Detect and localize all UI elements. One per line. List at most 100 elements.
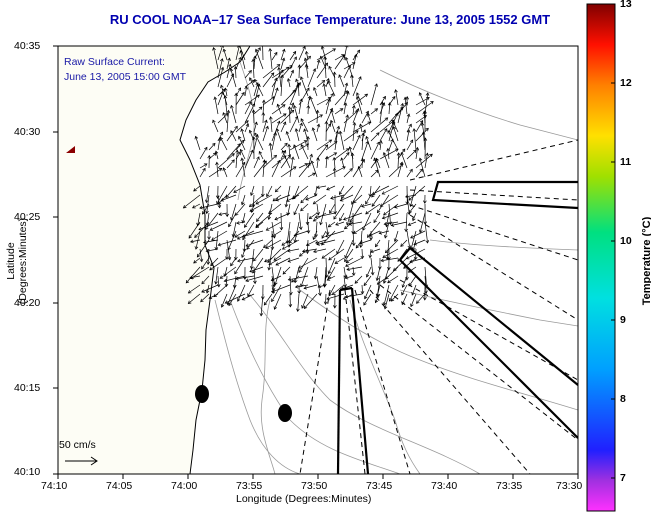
current-vector-head [363,301,367,306]
current-vector [406,194,410,215]
current-vector-head [281,104,286,108]
current-vector [377,275,390,285]
current-vector-head [188,235,192,239]
current-vector [199,147,208,160]
current-vector [363,275,372,286]
current-vector [271,275,282,281]
current-vector [265,239,282,249]
current-vector-head [367,121,372,125]
current-vector [239,46,246,61]
current-vector-head [356,92,360,96]
current-vector-head [263,244,267,249]
current-vector-head [218,212,223,216]
current-vector-head [275,87,279,92]
current-vector-head [290,109,295,114]
current-vector-head [281,57,286,62]
current-vector-head [312,236,316,241]
current-vector-head [297,290,302,294]
current-vector [333,203,345,220]
current-vector-head [307,162,311,167]
current-vector [195,136,201,151]
current-vector-head [224,283,229,288]
current-vector [316,59,320,70]
current-vector [375,239,381,247]
current-vector-head [282,113,287,117]
current-vector-head [400,243,404,247]
current-vector-head [273,306,278,310]
current-vector [271,230,273,250]
current-vector [271,284,291,293]
current-vector [280,49,285,61]
current-vector [387,275,399,283]
current-vector [360,230,363,248]
current-vector [274,212,291,220]
current-vector-head [287,154,291,158]
current-vector-head [390,223,395,227]
current-vector [388,163,404,178]
current-vector-head [285,198,290,202]
current-vector [289,140,307,151]
current-vector-head [387,279,391,284]
current-vector [255,221,264,228]
current-vector [192,203,201,209]
current-vector-head [326,187,330,191]
current-vector-head [212,47,216,51]
current-vector [300,76,309,97]
current-vector [218,239,237,246]
current-vector [324,56,327,79]
current-vector-head [220,304,225,308]
current-vector-head [250,192,254,196]
current-vector-head [316,242,320,246]
current-vector-head [407,269,412,273]
current-vector [386,212,390,227]
current-vector-head [256,218,260,222]
current-vector [316,144,328,160]
current-vector-head [271,289,275,293]
x-tick-label: 73:45 [366,480,393,492]
current-vector-head [219,136,224,141]
current-vector-head [327,223,332,228]
current-vector-head [285,66,290,71]
current-vector-head [348,146,353,150]
current-vector [289,51,296,61]
current-vector [415,101,434,115]
current-vector-head [230,73,235,77]
current-vector-head [236,298,241,302]
current-vector [285,185,291,207]
current-vector-head [371,193,375,198]
current-vector [367,221,381,238]
current-vector-head [383,212,387,216]
current-vector [326,185,336,191]
current-vector [397,162,403,178]
current-vector [383,284,390,306]
current-vector-head [187,290,192,294]
current-vector-head [346,151,350,156]
current-vector [406,230,411,249]
current-vector-head [217,204,222,209]
current-vector-head [413,149,417,154]
current-vector-head [306,135,310,140]
current-vector-head [254,121,258,126]
current-vector-head [295,78,299,83]
current-vector [224,275,246,282]
current-vector [406,149,417,160]
current-vector [313,194,327,205]
current-vector-head [345,90,350,95]
current-vector [424,275,427,294]
current-vector-head [376,281,381,285]
current-vector-head [366,234,371,238]
current-vector [209,257,228,271]
current-vector [346,203,354,226]
current-vector-head [234,92,239,97]
current-vector [299,248,309,257]
current-vector [325,98,331,115]
current-vector-head [359,244,363,248]
current-vector [298,56,311,70]
current-vector [366,266,372,278]
current-vector-head [255,201,260,205]
current-vector [395,89,399,106]
current-vector-head [280,74,285,78]
current-vector-head [236,236,241,240]
current-vector-head [350,74,354,78]
current-vector [390,293,399,302]
